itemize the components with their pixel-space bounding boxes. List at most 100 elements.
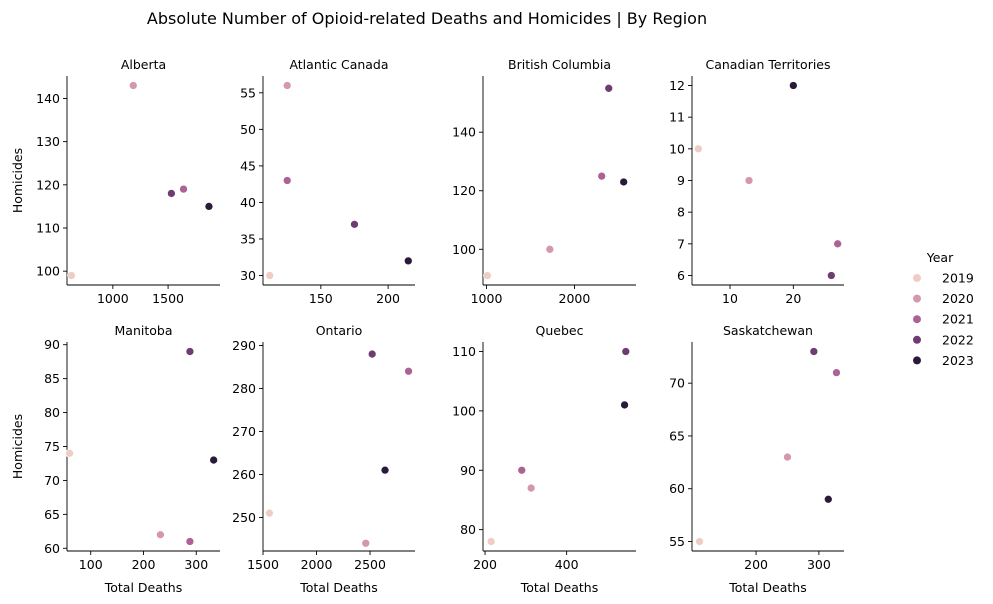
- legend-label-2020: 2020: [942, 291, 974, 306]
- y-tick-label: 8: [677, 205, 685, 220]
- data-point-2020: [156, 530, 165, 540]
- panel-quebec: Quebec 80 90 100 110 200 400 Total Deaths: [452, 323, 636, 595]
- panel-title: Quebec: [536, 323, 584, 338]
- y-tick-label: 12: [669, 78, 685, 93]
- x-axis-label: Total Deaths: [728, 580, 806, 595]
- y-tick-label: 120: [36, 177, 60, 192]
- legend: Year 2019 2020 2021 2022 2023: [913, 250, 974, 368]
- y-tick-label: 110: [452, 344, 476, 359]
- legend-label-2022: 2022: [942, 332, 974, 347]
- y-tick-label: 110: [36, 221, 60, 236]
- x-tick-label: 1000: [97, 291, 129, 306]
- y-tick-label: 90: [460, 463, 476, 478]
- data-point-2021: [597, 171, 607, 181]
- panel-title: Canadian Territories: [705, 57, 830, 72]
- y-tick-label: 80: [44, 405, 60, 420]
- legend-marker-2023: [913, 356, 921, 365]
- data-point-2021: [179, 184, 188, 194]
- x-tick-label: 200: [132, 557, 156, 572]
- y-tick-label: 45: [240, 158, 256, 173]
- panel-manitoba: Manitoba 60 65 70 75 80 85 90 100 200 300 Homicides…: [10, 323, 220, 595]
- x-axis-label: Total Deaths: [520, 580, 598, 595]
- x-axis-label: Total Deaths: [299, 580, 377, 595]
- data-point-2019: [486, 537, 496, 546]
- data-point-2022: [350, 219, 359, 229]
- x-tick-label: 10: [722, 291, 738, 306]
- y-tick-label: 35: [240, 231, 256, 246]
- y-tick-label: 50: [240, 122, 256, 137]
- y-tick-label: 40: [240, 195, 256, 210]
- legend-label-2023: 2023: [942, 353, 974, 368]
- legend-marker-2021: [913, 315, 921, 324]
- y-tick-label: 140: [452, 125, 476, 140]
- panel-atlantic-canada: Atlantic Canada 30 35 40 45 50 55 150 200: [240, 57, 415, 306]
- data-point-2019: [67, 271, 76, 280]
- panel-ontario: Ontario 250 260 270 280 290 1500 2000 2500 Total …: [232, 323, 415, 595]
- y-tick-label: 9: [677, 173, 685, 188]
- y-tick-label: 85: [44, 371, 60, 386]
- x-tick-label: 200: [473, 557, 497, 572]
- data-point-2019: [483, 271, 492, 280]
- data-point-2019: [693, 144, 703, 154]
- y-tick-label: 10: [669, 141, 685, 156]
- panel-title: Atlantic Canada: [289, 57, 388, 72]
- y-tick-label: 250: [232, 510, 256, 525]
- y-tick-label: 7: [677, 236, 685, 251]
- y-tick-label: 130: [36, 134, 60, 149]
- data-point-2020: [744, 176, 754, 185]
- data-point-2022: [367, 349, 377, 359]
- data-point-2023: [619, 177, 629, 187]
- data-point-2022: [167, 189, 176, 198]
- data-point-2021: [517, 465, 527, 475]
- y-tick-label: 80: [460, 522, 476, 537]
- y-tick-label: 55: [240, 85, 256, 100]
- y-tick-label: 100: [36, 264, 60, 279]
- y-tick-label: 140: [36, 91, 60, 106]
- data-point-2021: [404, 366, 413, 376]
- data-point-2020: [783, 452, 792, 462]
- panel-alberta: Alberta 100 110 120 130 140 1000 1500 Homicides: [10, 57, 220, 306]
- x-tick-label: 2000: [559, 291, 591, 306]
- data-point-2021: [282, 176, 292, 185]
- y-tick-label: 55: [669, 534, 685, 549]
- y-tick-label: 65: [669, 428, 685, 443]
- data-point-2022: [185, 347, 195, 356]
- x-tick-label: 20: [785, 291, 801, 306]
- data-point-2019: [265, 508, 274, 518]
- y-tick-label: 100: [452, 242, 476, 257]
- x-tick-label: 1000: [471, 291, 503, 306]
- data-point-2022: [826, 271, 836, 280]
- y-tick-label: 11: [669, 110, 685, 125]
- panel-title: Saskatchewan: [723, 323, 813, 338]
- legend-marker-2020: [913, 294, 921, 303]
- y-tick-label: 270: [232, 424, 256, 439]
- legend-label-2019: 2019: [942, 271, 974, 286]
- chart-title: Absolute Number of Opioid-related Deaths…: [147, 9, 707, 28]
- x-tick-label: 2000: [301, 557, 333, 572]
- data-point-2023: [403, 256, 413, 266]
- x-tick-label: 400: [555, 557, 579, 572]
- data-point-2021: [832, 368, 841, 377]
- y-tick-label: 60: [44, 541, 60, 556]
- data-point-2021: [833, 239, 843, 249]
- data-point-2023: [823, 494, 833, 504]
- data-point-2020: [282, 81, 292, 90]
- y-tick-label: 70: [44, 473, 60, 488]
- x-tick-label: 300: [184, 557, 208, 572]
- data-point-2023: [380, 465, 390, 475]
- legend-label-2021: 2021: [942, 312, 974, 327]
- x-tick-label: 1500: [247, 557, 279, 572]
- x-tick-label: 200: [744, 557, 768, 572]
- data-point-2020: [128, 81, 138, 90]
- panel-canadian-territories: Canadian Territories 6 7 8 9 10 11 12 10 20: [669, 57, 844, 306]
- x-axis-label: Total Deaths: [104, 580, 182, 595]
- data-point-2022: [809, 347, 819, 356]
- x-tick-label: 2500: [354, 557, 386, 572]
- y-tick-label: 60: [669, 481, 685, 496]
- data-point-2022: [621, 347, 631, 356]
- data-point-2020: [361, 538, 371, 548]
- y-tick-label: 90: [44, 337, 60, 352]
